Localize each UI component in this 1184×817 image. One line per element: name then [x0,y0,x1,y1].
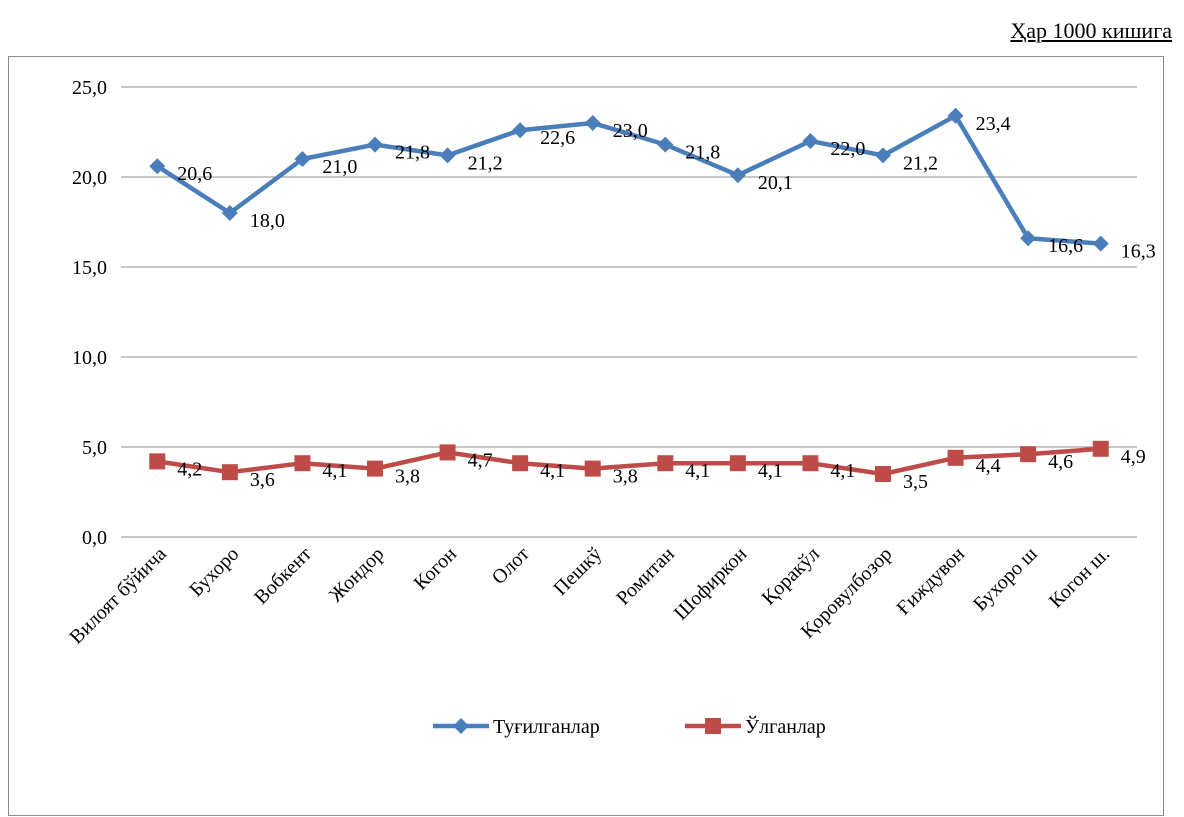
data-point-births [439,147,456,164]
data-label-births: 21,0 [322,156,357,178]
x-tick-label: Бухоро [185,543,243,601]
x-tick-label: Вилоят бўйича [65,543,171,649]
data-point-deaths [1092,440,1109,457]
series-line-deaths [156,446,1101,477]
data-label-births: 16,6 [1048,235,1083,257]
data-point-births [149,158,166,175]
data-point-deaths [439,444,456,461]
x-tick-label: Пешкў [549,543,606,600]
data-point-deaths [875,466,891,482]
data-point-deaths [947,449,964,466]
x-tick-label: Бухоро ш [969,543,1042,616]
data-label-deaths: 4,2 [177,458,202,480]
legend-label-deaths: Ўлганлар [745,715,826,738]
data-label-births: 21,8 [685,142,720,164]
data-label-deaths: 3,8 [613,466,638,488]
data-label-deaths: 4,6 [1048,451,1073,473]
data-label-births: 21,2 [468,152,503,174]
data-point-births [221,205,238,221]
data-label-deaths: 4,4 [976,455,1001,477]
data-point-births [367,136,383,153]
y-tick-label: 10,0 [72,347,107,369]
data-point-deaths [512,455,529,472]
x-tick-label: Олот [488,543,534,589]
x-tick-label: Жондор [325,543,388,606]
data-point-deaths [802,455,819,472]
data-label-deaths: 4,1 [758,460,783,482]
chart-frame: 0,0 5,0 10,0 15,0 20,0 25,0 Вилоят бўйича Бухор… [8,56,1164,816]
data-point-births [512,122,529,139]
data-label-deaths: 4,7 [468,449,493,471]
legend-label-births: Туғилганлар [493,716,600,738]
data-label-deaths: 4,1 [685,460,710,482]
data-label-deaths: 3,5 [903,471,928,493]
data-label-births: 21,2 [903,152,938,174]
data-point-deaths [367,460,383,477]
data-label-births: 23,4 [976,113,1011,135]
data-label-births: 23,0 [613,120,648,142]
data-label-births: 16,3 [1121,241,1156,263]
data-label-deaths: 4,9 [1121,446,1146,468]
data-point-deaths [294,455,311,472]
unit-note: Ҳар 1000 кишига [1010,18,1172,43]
data-label-deaths: 4,1 [322,460,347,482]
x-tick-label: Когон ш. [1045,543,1114,612]
data-point-births [875,147,891,164]
y-tick-label: 20,0 [72,167,107,189]
data-point-births [294,151,311,167]
y-tick-label: 5,0 [82,437,107,459]
data-point-births [584,115,601,131]
data-label-deaths: 4,1 [830,460,855,482]
data-label-births: 18,0 [250,210,285,232]
data-label-births: 20,6 [177,163,212,185]
x-tick-label: Шофиркон [670,543,752,625]
data-label-deaths: 4,1 [540,460,565,482]
data-label-deaths: 3,8 [395,466,420,488]
data-label-births: 20,1 [758,172,793,194]
legend-marker-births [453,718,469,734]
data-point-births [802,133,819,149]
y-tick-label: 25,0 [72,77,107,99]
data-point-births [729,167,746,184]
x-tick-label: Ғиждувон [893,543,970,620]
y-tick-label: 0,0 [82,527,107,549]
x-tick-label: Когон [410,543,462,595]
data-point-deaths [221,464,238,481]
legend-marker-deaths [705,718,721,734]
data-point-deaths [729,455,746,472]
series-line-births [156,113,1101,246]
data-point-deaths [657,455,674,472]
data-label-births: 22,0 [830,138,865,160]
y-tick-label: 15,0 [72,257,107,279]
data-label-births: 22,6 [540,127,575,149]
x-tick-label: Қоракўл [758,543,824,609]
data-point-deaths [584,460,601,477]
data-point-births [657,136,674,153]
data-point-births [1092,235,1109,252]
x-tick-label: Вобкент [250,543,316,609]
data-point-deaths [1020,446,1037,463]
data-label-births: 21,8 [395,142,430,164]
data-point-births [947,107,964,124]
data-label-deaths: 3,6 [250,469,275,491]
data-point-deaths [149,453,166,470]
x-tick-label: Ромитан [612,543,679,610]
